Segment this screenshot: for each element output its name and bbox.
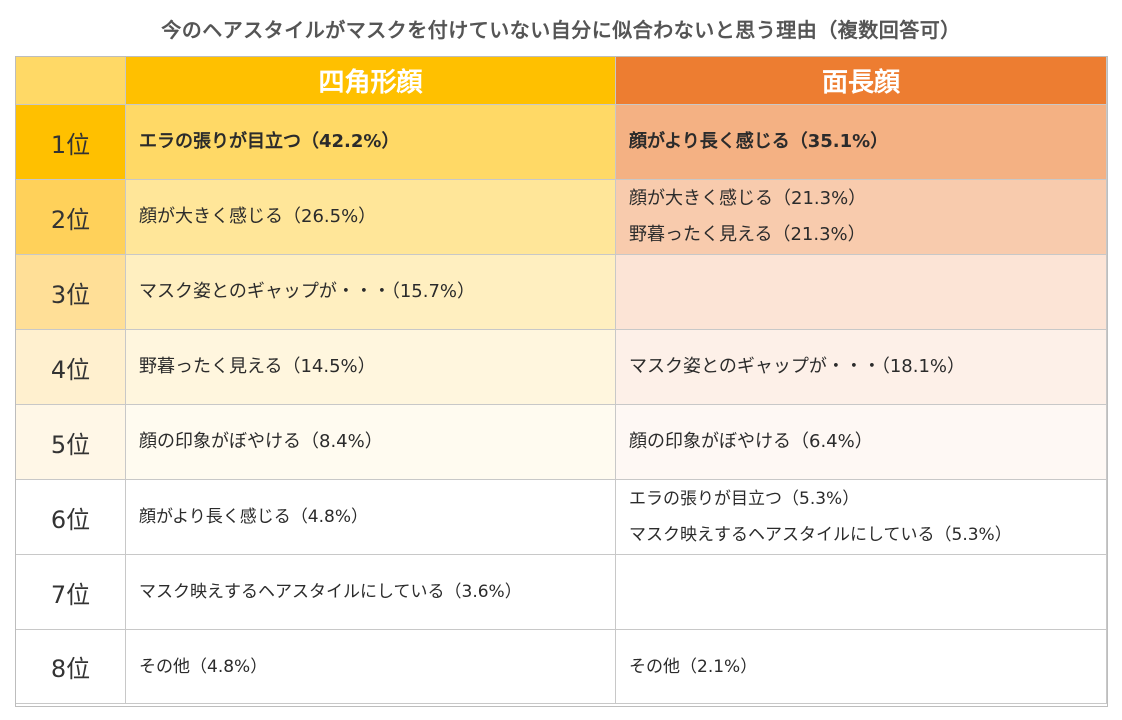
reason-text: 顔の印象がぼやける	[139, 431, 301, 452]
reason-text: 顔が大きく感じる	[139, 206, 283, 227]
entry-line: 顔が大きく感じる（26.5%）	[139, 199, 615, 235]
entry-line: マスク映えするヘアスタイルにしている（3.6%）	[139, 574, 615, 610]
entry-line: 野暮ったく見える（14.5%）	[139, 349, 615, 385]
reason-percent: （21.3%）	[772, 224, 866, 245]
reason-percent: （4.8%）	[290, 507, 369, 527]
reason-percent: （6.4%）	[791, 431, 873, 452]
reason-text: エラの張りが目立つ	[629, 489, 782, 509]
reason-percent: （8.4%）	[301, 431, 383, 452]
reason-percent: （4.8%）	[190, 656, 268, 677]
reason-text: マスク映えするヘアスタイルにしている	[629, 525, 935, 545]
reason-percent: （26.5%）	[283, 206, 377, 227]
reason-percent: （21.3%）	[773, 188, 867, 209]
entry-line: 野暮ったく見える（21.3%）	[629, 217, 1106, 253]
long-face-cell: 顔の印象がぼやける（6.4%）	[616, 405, 1107, 480]
rank-label: 6位	[16, 480, 126, 555]
reason-text: その他	[139, 656, 190, 677]
rank-label: 2位	[16, 180, 126, 255]
reason-percent: （5.3%）	[782, 489, 860, 509]
reason-text: 顔の印象がぼやける	[629, 431, 791, 452]
square-face-cell: マスク映えするヘアスタイルにしている（3.6%）	[126, 555, 616, 630]
long-face-cell	[616, 555, 1107, 630]
long-face-cell: その他（2.1%）	[616, 630, 1107, 704]
entry-line: マスク映えするヘアスタイルにしている（5.3%）	[629, 517, 1106, 553]
rank-label: 8位	[16, 630, 126, 704]
reason-text: マスク姿とのギャップが・・・	[139, 281, 391, 302]
entry-line: 顔の印象がぼやける（8.4%）	[139, 424, 615, 460]
reason-percent: （14.5%）	[282, 356, 376, 377]
long-face-cell: 顔がより長く感じる（35.1%）	[616, 105, 1107, 180]
reason-text: マスク姿とのギャップが・・・	[629, 356, 881, 377]
square-face-cell: 顔が大きく感じる（26.5%）	[126, 180, 616, 255]
chart-title: 今のヘアスタイルがマスクを付けていない自分に似合わないと思う理由（複数回答可）	[161, 18, 961, 42]
reason-percent: （5.3%）	[934, 525, 1012, 545]
rank-label: 3位	[16, 255, 126, 330]
long-face-cell	[616, 255, 1107, 330]
square-face-cell: 顔がより長く感じる（4.8%）	[126, 480, 616, 555]
long-face-cell: マスク姿とのギャップが・・・（18.1%）	[616, 330, 1107, 405]
entry-line: その他（4.8%）	[139, 649, 615, 685]
reason-text: その他	[629, 656, 680, 677]
square-face-cell: その他（4.8%）	[126, 630, 616, 704]
reason-percent: （42.2%）	[301, 131, 400, 152]
header-corner	[16, 57, 126, 105]
ranking-table: 四角形顔 面長顔 1位 エラの張りが目立つ（42.2%） 顔がより長く感じる（35.1%…	[15, 56, 1108, 707]
reason-percent: （2.1%）	[680, 656, 758, 677]
square-face-cell: 顔の印象がぼやける（8.4%）	[126, 405, 616, 480]
reason-text: エラの張りが目立つ	[139, 131, 301, 152]
reason-text: 顔が大きく感じる	[629, 188, 773, 209]
entry-line: エラの張りが目立つ（42.2%）	[139, 124, 615, 160]
reason-percent: （3.6%）	[444, 582, 522, 602]
entry-line: 顔がより長く感じる（35.1%）	[629, 124, 1106, 160]
header-square-face: 四角形顔	[126, 57, 616, 105]
reason-percent: （18.1%）	[880, 356, 966, 377]
entry-line: 顔が大きく感じる（21.3%）	[629, 181, 1106, 217]
square-face-cell: 野暮ったく見える（14.5%）	[126, 330, 616, 405]
entry-line: マスク姿とのギャップが・・・（15.7%）	[139, 274, 615, 310]
long-face-cell: エラの張りが目立つ（5.3%） マスク映えするヘアスタイルにしている（5.3%）	[616, 480, 1107, 555]
reason-text: 顔がより長く感じる	[629, 131, 790, 152]
entry-line: 顔がより長く感じる（4.8%）	[139, 499, 615, 535]
reason-percent: （15.7%）	[390, 281, 476, 302]
reason-text: 野暮ったく見える	[629, 224, 773, 245]
rank-label: 1位	[16, 105, 126, 180]
entry-line: エラの張りが目立つ（5.3%）	[629, 481, 1106, 517]
reason-text: マスク映えするヘアスタイルにしている	[139, 582, 445, 602]
square-face-cell: マスク姿とのギャップが・・・（15.7%）	[126, 255, 616, 330]
entry-line: マスク姿とのギャップが・・・（18.1%）	[629, 349, 1106, 385]
long-face-cell: 顔が大きく感じる（21.3%） 野暮ったく見える（21.3%）	[616, 180, 1107, 255]
reason-text: 野暮ったく見える	[139, 356, 283, 377]
rank-label: 7位	[16, 555, 126, 630]
entry-line: 顔の印象がぼやける（6.4%）	[629, 424, 1106, 460]
square-face-cell: エラの張りが目立つ（42.2%）	[126, 105, 616, 180]
entry-line: その他（2.1%）	[629, 649, 1106, 685]
rank-label: 5位	[16, 405, 126, 480]
rank-label: 4位	[16, 330, 126, 405]
reason-text: 顔がより長く感じる	[139, 507, 291, 527]
reason-percent: （35.1%）	[789, 131, 889, 152]
header-long-face: 面長顔	[616, 57, 1107, 105]
